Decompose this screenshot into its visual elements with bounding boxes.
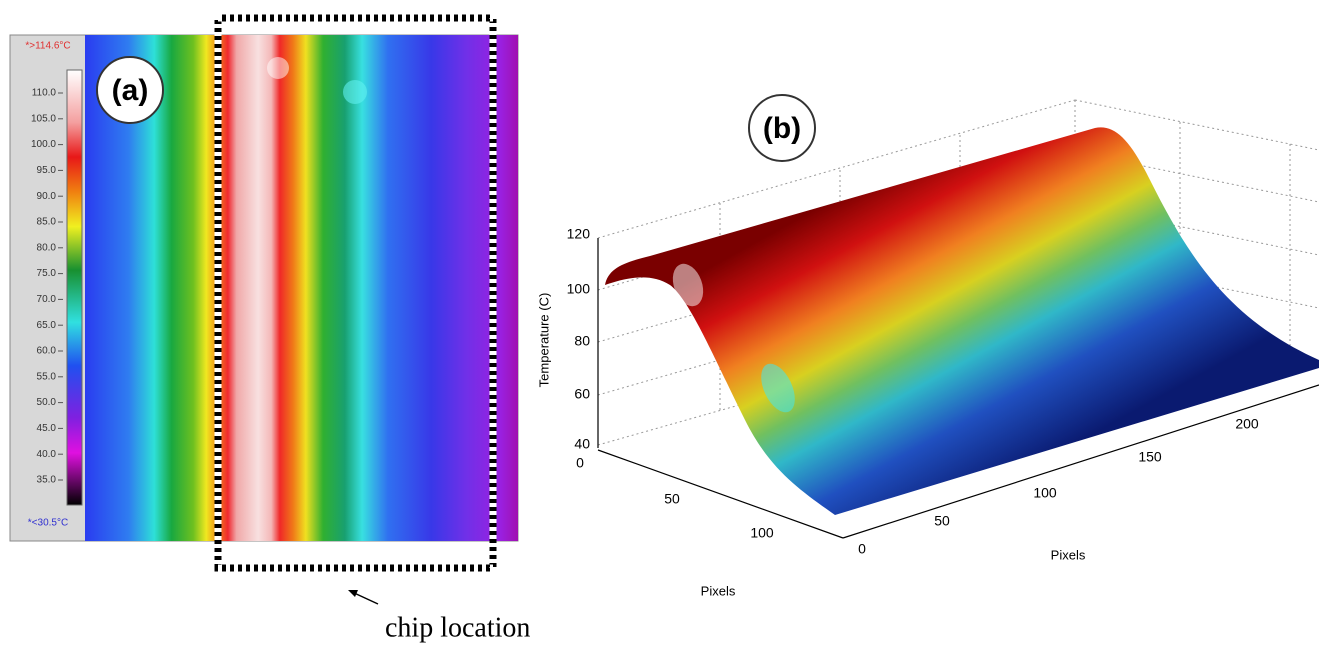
surface [605, 127, 1319, 515]
colorbar-tick-label: 90.0 [37, 191, 57, 202]
colorbar-tick-label: 45.0 [37, 423, 57, 434]
z-tick-label: 80 [574, 333, 590, 349]
y-tick-label: 0 [576, 455, 584, 471]
panel-label: (a) [112, 74, 149, 107]
colorbar [67, 70, 82, 505]
arrow-head [348, 590, 358, 597]
z-tick-label: 120 [567, 226, 591, 242]
colorbar-tick-label: 80.0 [37, 242, 57, 253]
colorbar-tick-label: 110.0 [32, 88, 57, 99]
colorbar-tick-label: 95.0 [37, 165, 57, 176]
colorbar-tick-label: 55.0 [37, 371, 57, 382]
colorbar-tick-label: 40.0 [37, 449, 57, 460]
colorbar-tick-label: 100.0 [31, 139, 56, 150]
colorbar-tick-label: 105.0 [31, 113, 56, 124]
colorbar-tick-label: 35.0 [37, 475, 57, 486]
x-tick-label: 150 [1138, 449, 1162, 465]
colorbar-tick-label: 60.0 [37, 346, 57, 357]
colorbar-tick-label: 50.0 [37, 397, 57, 408]
colorbar-tick-label: 65.0 [37, 320, 57, 331]
x-axis-label: Pixels [1051, 547, 1086, 562]
z-tick-label: 100 [567, 281, 591, 297]
x-tick-label: 0 [858, 541, 866, 557]
z-axis-label: Temperature (C) [536, 293, 551, 388]
z-tick-label: 40 [574, 436, 590, 452]
y-axis-label: Pixels [701, 583, 736, 598]
x-tick-label: 50 [934, 513, 950, 529]
panel-label: (b) [763, 112, 801, 145]
x-tick-label: 100 [1033, 485, 1057, 501]
min-label: *<30.5°C [28, 518, 68, 529]
max-label: *>114.6°C [25, 41, 70, 52]
figure: *>114.6°C *<30.5°C 110.0 105.0 100.0 95.0 90… [0, 0, 1319, 646]
colorbar-tick-label: 75.0 [37, 268, 57, 279]
y-tick-label: 100 [750, 525, 774, 541]
y-tick-label: 50 [664, 491, 680, 507]
hotspot [267, 57, 289, 79]
z-tick-label: 60 [574, 386, 590, 402]
x-tick-label: 200 [1235, 416, 1259, 432]
colorbar-tick-label: 85.0 [37, 217, 57, 228]
colorbar-tick-label: 70.0 [37, 294, 57, 305]
annotation: chip location [385, 612, 530, 643]
hotspot [343, 80, 367, 104]
